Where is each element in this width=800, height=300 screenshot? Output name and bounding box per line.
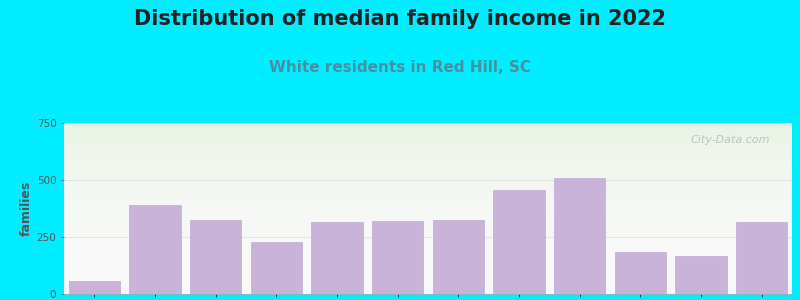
- Bar: [130, 205, 181, 294]
- Y-axis label: families: families: [19, 181, 33, 236]
- Bar: [675, 256, 726, 294]
- Bar: [372, 221, 423, 294]
- Bar: [554, 178, 606, 294]
- Bar: [736, 222, 787, 294]
- Bar: [250, 242, 302, 294]
- Text: City-Data.com: City-Data.com: [690, 135, 770, 145]
- Text: White residents in Red Hill, SC: White residents in Red Hill, SC: [269, 60, 531, 75]
- Bar: [190, 220, 242, 294]
- Bar: [494, 190, 545, 294]
- Text: Distribution of median family income in 2022: Distribution of median family income in …: [134, 9, 666, 29]
- Bar: [69, 281, 120, 294]
- Bar: [311, 222, 362, 294]
- Bar: [433, 220, 484, 294]
- Bar: [614, 252, 666, 294]
